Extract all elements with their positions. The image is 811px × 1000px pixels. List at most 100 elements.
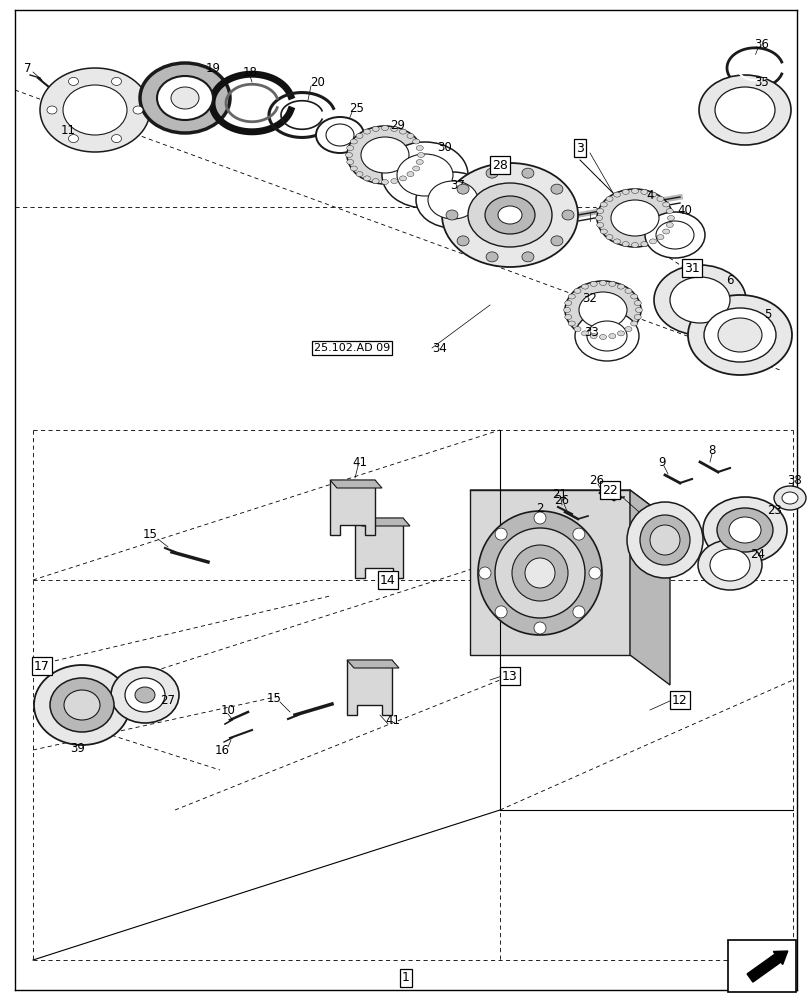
Ellipse shape bbox=[412, 166, 419, 171]
Ellipse shape bbox=[111, 667, 178, 723]
Ellipse shape bbox=[610, 200, 659, 236]
Text: 20: 20 bbox=[310, 76, 325, 89]
Polygon shape bbox=[346, 660, 392, 715]
Ellipse shape bbox=[564, 281, 640, 339]
Ellipse shape bbox=[573, 327, 581, 332]
Ellipse shape bbox=[445, 210, 457, 220]
Text: 39: 39 bbox=[71, 741, 85, 754]
Bar bbox=[727, 940, 795, 992]
Ellipse shape bbox=[599, 334, 606, 340]
FancyArrow shape bbox=[746, 951, 787, 982]
Ellipse shape bbox=[640, 242, 647, 247]
Ellipse shape bbox=[399, 129, 406, 134]
Ellipse shape bbox=[608, 334, 615, 339]
Ellipse shape bbox=[68, 135, 79, 143]
Ellipse shape bbox=[624, 327, 631, 332]
Ellipse shape bbox=[781, 492, 797, 504]
Text: 13: 13 bbox=[501, 670, 517, 682]
Ellipse shape bbox=[644, 212, 704, 258]
Ellipse shape bbox=[355, 172, 363, 177]
Ellipse shape bbox=[616, 284, 624, 289]
Text: 30: 30 bbox=[437, 141, 452, 154]
Text: 27: 27 bbox=[161, 694, 175, 706]
Ellipse shape bbox=[363, 129, 370, 134]
Ellipse shape bbox=[371, 126, 379, 131]
Ellipse shape bbox=[315, 117, 363, 153]
Ellipse shape bbox=[478, 511, 601, 635]
Ellipse shape bbox=[621, 242, 629, 247]
Polygon shape bbox=[329, 480, 375, 535]
Text: 33: 33 bbox=[584, 326, 599, 338]
Ellipse shape bbox=[599, 229, 607, 234]
Ellipse shape bbox=[415, 172, 489, 228]
Ellipse shape bbox=[371, 179, 379, 184]
Text: 5: 5 bbox=[763, 308, 770, 322]
Text: 25: 25 bbox=[349, 102, 364, 115]
Text: 26: 26 bbox=[589, 474, 603, 487]
Ellipse shape bbox=[626, 502, 702, 578]
Ellipse shape bbox=[599, 280, 606, 286]
Ellipse shape bbox=[630, 294, 637, 299]
Ellipse shape bbox=[649, 525, 679, 555]
Ellipse shape bbox=[596, 222, 603, 227]
Ellipse shape bbox=[521, 168, 534, 178]
Text: 15: 15 bbox=[266, 692, 281, 704]
Ellipse shape bbox=[68, 77, 79, 85]
Ellipse shape bbox=[630, 321, 637, 326]
Text: 7: 7 bbox=[24, 62, 32, 75]
Ellipse shape bbox=[655, 221, 693, 249]
Text: 11: 11 bbox=[61, 124, 75, 137]
Polygon shape bbox=[329, 480, 381, 488]
Ellipse shape bbox=[568, 294, 575, 299]
Ellipse shape bbox=[590, 334, 596, 339]
Ellipse shape bbox=[125, 678, 165, 712]
Ellipse shape bbox=[346, 126, 423, 184]
Ellipse shape bbox=[381, 180, 388, 185]
Ellipse shape bbox=[578, 292, 626, 328]
Ellipse shape bbox=[34, 665, 130, 745]
Ellipse shape bbox=[346, 159, 354, 164]
Ellipse shape bbox=[702, 497, 786, 563]
Ellipse shape bbox=[633, 301, 641, 306]
Text: 22: 22 bbox=[602, 484, 617, 496]
Ellipse shape bbox=[564, 314, 571, 319]
Ellipse shape bbox=[534, 622, 545, 634]
Ellipse shape bbox=[613, 239, 620, 244]
Text: 38: 38 bbox=[787, 474, 801, 487]
Text: 41: 41 bbox=[385, 713, 400, 726]
Text: 41: 41 bbox=[352, 456, 367, 468]
Ellipse shape bbox=[361, 137, 409, 173]
Ellipse shape bbox=[478, 567, 491, 579]
Text: 35: 35 bbox=[753, 76, 769, 89]
Ellipse shape bbox=[568, 321, 575, 326]
Ellipse shape bbox=[613, 192, 620, 197]
Text: 15: 15 bbox=[143, 528, 157, 542]
Ellipse shape bbox=[390, 126, 397, 131]
Ellipse shape bbox=[573, 288, 581, 293]
Polygon shape bbox=[470, 490, 629, 655]
Ellipse shape bbox=[703, 308, 775, 362]
Text: 34: 34 bbox=[432, 342, 447, 355]
Ellipse shape bbox=[581, 284, 588, 289]
Text: 29: 29 bbox=[390, 119, 405, 132]
Ellipse shape bbox=[363, 176, 370, 181]
Ellipse shape bbox=[631, 189, 637, 194]
Text: 37: 37 bbox=[450, 179, 465, 192]
Ellipse shape bbox=[512, 545, 568, 601]
Text: 28: 28 bbox=[491, 159, 508, 172]
Ellipse shape bbox=[416, 146, 423, 151]
Ellipse shape bbox=[457, 236, 469, 246]
Ellipse shape bbox=[599, 202, 607, 207]
Ellipse shape bbox=[550, 236, 562, 246]
Ellipse shape bbox=[594, 216, 602, 221]
Text: 14: 14 bbox=[380, 574, 396, 586]
Text: 8: 8 bbox=[707, 444, 714, 456]
Ellipse shape bbox=[427, 181, 478, 219]
Ellipse shape bbox=[635, 308, 642, 312]
Ellipse shape bbox=[666, 222, 672, 227]
Ellipse shape bbox=[653, 265, 745, 335]
Text: 24: 24 bbox=[749, 548, 765, 562]
Ellipse shape bbox=[605, 235, 612, 240]
Ellipse shape bbox=[714, 87, 774, 133]
Ellipse shape bbox=[467, 183, 551, 247]
